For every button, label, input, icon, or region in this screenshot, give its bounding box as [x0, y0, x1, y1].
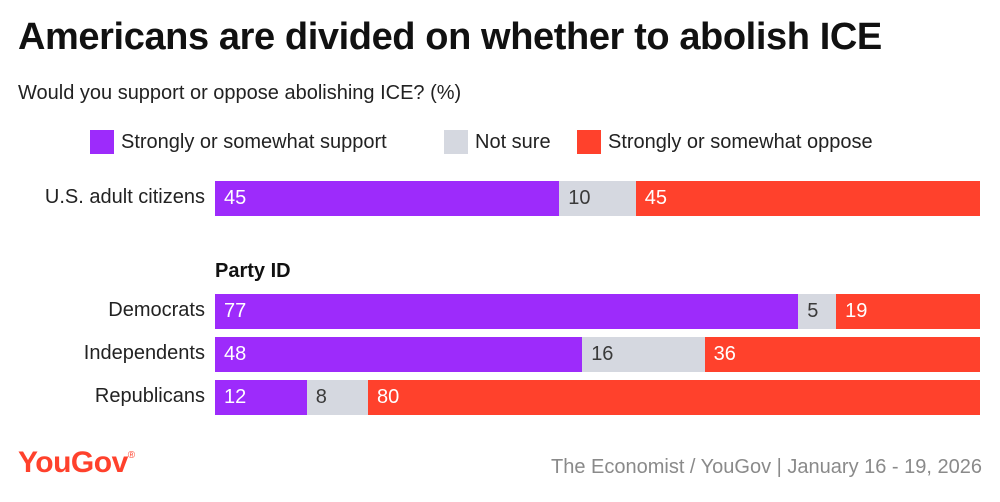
- data-label-u-s-adult-citizens-not-sure: 10: [568, 187, 591, 209]
- bar-republicans-not-sure: [306, 380, 368, 415]
- data-label-republicans-strongly-or-somewhat-support: 12: [224, 386, 247, 408]
- legend-swatch-not-sure: [444, 130, 468, 154]
- data-label-independents-strongly-or-somewhat-support: 48: [224, 343, 247, 365]
- bar-independents-strongly-or-somewhat-support: [215, 337, 583, 372]
- bar-democrats-strongly-or-somewhat-oppose: [836, 294, 980, 329]
- legend: Strongly or somewhat support Not sure St…: [0, 130, 1000, 158]
- data-label-republicans-not-sure: 8: [315, 386, 327, 408]
- bar-independents-not-sure: [582, 337, 705, 372]
- data-label-democrats-not-sure: 5: [807, 300, 819, 322]
- data-label-independents-not-sure: 16: [591, 343, 614, 365]
- legend-label-oppose: Strongly or somewhat oppose: [608, 130, 873, 153]
- bar-republicans-strongly-or-somewhat-oppose: [368, 380, 980, 415]
- source-note: The Economist / YouGov | January 16 - 19…: [550, 456, 982, 478]
- row-label-republicans: Republicans: [94, 385, 205, 407]
- logo-text: YouGov: [18, 446, 128, 479]
- legend-swatch-oppose: [577, 130, 601, 154]
- bar-republicans-strongly-or-somewhat-support: [215, 380, 307, 415]
- row-label-independents: Independents: [83, 342, 205, 364]
- row-label-democrats: Democrats: [108, 299, 205, 321]
- data-label-u-s-adult-citizens-strongly-or-somewhat-oppose: 45: [644, 187, 667, 209]
- stacked-bar-chart: Party ID U.S. adult citizens 45 10 45 Democr…: [0, 170, 1000, 420]
- registered-mark-icon: ®: [127, 450, 135, 461]
- row-label-u-s-adult-citizens: U.S. adult citizens: [44, 186, 205, 208]
- group-heading-party-id: Party ID: [215, 260, 291, 282]
- legend-swatch-support: [90, 130, 114, 154]
- yougov-logo: YouGov®: [18, 446, 135, 480]
- bar-u-s-adult-citizens-strongly-or-somewhat-support: [215, 181, 560, 216]
- chart-title: Americans are divided on whether to abol…: [18, 16, 882, 58]
- chart-subtitle: Would you support or oppose abolishing I…: [18, 82, 462, 104]
- data-label-democrats-strongly-or-somewhat-oppose: 19: [845, 300, 868, 322]
- data-label-republicans-strongly-or-somewhat-oppose: 80: [377, 386, 400, 408]
- data-label-u-s-adult-citizens-strongly-or-somewhat-support: 45: [224, 187, 247, 209]
- bar-u-s-adult-citizens-not-sure: [559, 181, 636, 216]
- bar-democrats-strongly-or-somewhat-support: [215, 294, 799, 329]
- legend-label-support: Strongly or somewhat support: [121, 130, 387, 153]
- legend-item-support: Strongly or somewhat support: [90, 130, 387, 154]
- data-label-democrats-strongly-or-somewhat-support: 77: [224, 300, 247, 322]
- legend-item-not-sure: Not sure: [444, 130, 551, 154]
- bar-u-s-adult-citizens-strongly-or-somewhat-oppose: [635, 181, 980, 216]
- legend-item-oppose: Strongly or somewhat oppose: [577, 130, 873, 154]
- bar-democrats-not-sure: [798, 294, 837, 329]
- legend-label-not-sure: Not sure: [475, 130, 551, 153]
- bar-independents-strongly-or-somewhat-oppose: [704, 337, 980, 372]
- data-label-independents-strongly-or-somewhat-oppose: 36: [713, 343, 736, 365]
